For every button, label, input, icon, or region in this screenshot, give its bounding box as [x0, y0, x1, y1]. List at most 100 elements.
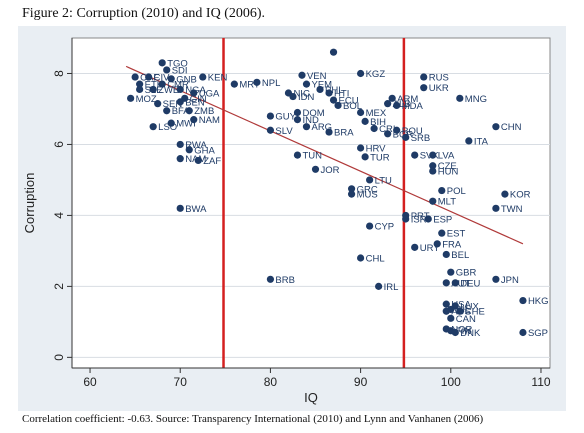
data-point — [424, 215, 432, 223]
data-point — [176, 204, 184, 212]
scatter-chart: TGOSDICAFCIVGNBKENETHCMRSLEZWENGAUGAMOZG… — [18, 26, 566, 411]
point-label: ZAF — [203, 156, 221, 167]
data-point — [361, 117, 369, 125]
data-point — [136, 85, 144, 94]
data-point — [154, 100, 162, 108]
point-label: CYP — [375, 222, 395, 233]
data-point — [311, 165, 320, 173]
point-label: IDN — [298, 92, 315, 103]
y-tick-label: 4 — [52, 212, 66, 219]
point-label: SRB — [411, 133, 431, 144]
point-label: BWA — [185, 204, 207, 215]
data-point — [185, 146, 193, 154]
data-point — [190, 116, 198, 124]
data-point — [447, 314, 455, 322]
point-label: NPL — [262, 78, 280, 89]
point-label: ITA — [474, 136, 489, 147]
y-axis-label: Corruption — [22, 173, 37, 234]
data-point — [266, 112, 275, 120]
data-point — [433, 240, 441, 248]
data-point — [451, 328, 459, 337]
data-point — [357, 144, 365, 152]
point-label: TUN — [302, 151, 322, 162]
point-label: BRA — [334, 128, 354, 139]
point-label: TGO — [167, 58, 188, 69]
point-label: MNG — [465, 94, 487, 105]
threshold-lines — [222, 38, 406, 368]
point-label: HUN — [438, 167, 459, 178]
gridlines — [72, 72, 550, 358]
data-point — [176, 155, 184, 163]
point-label: ECU — [339, 96, 359, 107]
point-label: ARG — [311, 122, 332, 133]
data-point — [384, 100, 392, 108]
data-point — [393, 101, 401, 110]
point-label: NOR — [451, 324, 472, 335]
point-label: ALB — [393, 99, 411, 110]
point-label: PHL — [325, 85, 343, 96]
data-point — [190, 89, 198, 97]
point-label: CAN — [456, 314, 476, 325]
point-label: MDA — [402, 101, 424, 112]
data-point — [420, 84, 428, 92]
data-point — [388, 94, 396, 102]
x-tick-label: 60 — [83, 375, 97, 389]
data-point — [411, 243, 419, 251]
axes: 60 70 80 90 100 110 0 2 4 6 8 — [52, 38, 551, 389]
point-label: BEL — [451, 250, 469, 261]
data-point — [375, 282, 383, 290]
data-point — [325, 128, 333, 136]
data-point — [501, 190, 509, 198]
point-label: GIN — [190, 94, 207, 105]
data-point — [357, 254, 365, 262]
data-point — [266, 275, 275, 283]
point-label: NAM — [199, 115, 220, 126]
data-point — [136, 80, 144, 88]
data-point — [492, 123, 500, 131]
data-point — [266, 126, 275, 134]
point-label: JPN — [501, 275, 519, 286]
data-point — [465, 137, 473, 145]
point-label: ARM — [397, 94, 418, 105]
point-label: USA — [451, 300, 471, 311]
point-label: ROU — [402, 126, 423, 137]
data-point — [334, 101, 342, 110]
data-point — [199, 73, 207, 81]
point-label: SEN — [163, 99, 183, 110]
x-tick-label: 90 — [354, 375, 368, 389]
data-point — [456, 307, 464, 315]
point-label: GRC — [357, 184, 378, 195]
point-label: KEN — [208, 73, 228, 84]
point-label: BGR — [393, 129, 414, 140]
point-label: CHN — [501, 122, 522, 133]
point-label: DOM — [302, 108, 324, 119]
y-tick-label: 0 — [52, 354, 66, 361]
data-point — [302, 80, 311, 88]
figure-caption: Correlation coefficient: -0.63. Source: … — [22, 413, 484, 425]
data-point — [302, 123, 311, 131]
point-label: GUY — [275, 112, 296, 123]
data-point — [347, 190, 356, 198]
point-label: CRI — [379, 124, 395, 135]
y-tick-label: 8 — [52, 70, 66, 77]
point-label: IND — [302, 115, 319, 126]
data-point — [167, 119, 175, 127]
data-point — [176, 98, 184, 106]
data-point — [176, 140, 184, 149]
data-points: TGOSDICAFCIVGNBKENETHCMRSLEZWENGAUGAMOZG… — [127, 48, 549, 339]
point-label: SDI — [172, 65, 188, 76]
point-label: GNB — [176, 74, 197, 85]
data-point — [145, 73, 153, 81]
y-tick-label: 6 — [52, 141, 66, 148]
point-label: FRA — [442, 239, 462, 250]
data-point — [289, 92, 297, 101]
data-point — [402, 133, 410, 141]
point-label: CIV — [154, 73, 171, 84]
data-point — [293, 116, 302, 124]
point-label: CMR — [167, 80, 189, 91]
point-label: LVA — [438, 151, 455, 162]
point-label: MOZ — [136, 94, 157, 105]
x-tick-label: 80 — [264, 375, 278, 389]
point-label: MRT — [239, 80, 260, 91]
data-point — [127, 94, 135, 102]
